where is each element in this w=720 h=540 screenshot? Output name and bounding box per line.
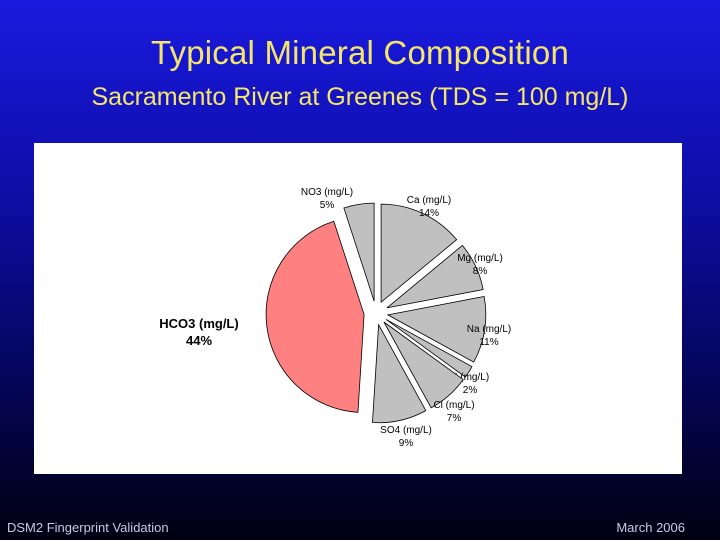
pie-chart: Ca (mg/L) 14% Mg (mg/L) 8% Na (mg/L) 11% K (mg… (159, 187, 511, 449)
slice-name-label: SO4 (mg/L) (380, 425, 432, 436)
pie-slice-mg (386, 244, 484, 309)
pie-slice-no3 (343, 202, 375, 302)
slice-name-label: NO3 (mg/L) (301, 187, 353, 198)
slice-value-label: 9% (399, 438, 414, 449)
slice-name-label: Cl (mg/L) (433, 400, 474, 411)
slice-name-label: Ca (mg/L) (407, 195, 451, 206)
pie-slice-k (385, 319, 473, 378)
slice-name-label: K (mg/L) (451, 372, 489, 383)
pie-slice-ca (380, 203, 458, 303)
pie-slice-cl (383, 321, 464, 409)
pie-slice-so4 (372, 323, 427, 424)
slice-name-label: Na (mg/L) (467, 324, 511, 335)
footer-date: March 2006 (616, 520, 685, 535)
slice-value-label: 5% (320, 200, 335, 211)
pie-slice-na (386, 296, 487, 363)
footer-left: DSM2 Fingerprint Validation (7, 520, 169, 535)
slide-title: Typical Mineral Composition (150, 34, 570, 71)
pie-slice-hco3 (265, 220, 365, 413)
slice-value-label: 11% (479, 337, 498, 348)
slice-value-label: 7% (447, 413, 462, 424)
slide-subtitle: Sacramento River at Greenes (TDS = 100 m… (91, 83, 629, 111)
slice-value-label: 8% (473, 266, 488, 277)
chart-panel: Ca (mg/L) 14% Mg (mg/L) 8% Na (mg/L) 11% K (mg… (34, 143, 682, 474)
slice-value-label: 44% (186, 333, 212, 348)
slice-value-label: 14% (419, 208, 439, 219)
slice-name-label: HCO3 (mg/L) (159, 316, 238, 331)
slice-value-label: 2% (463, 385, 478, 396)
slice-name-label: Mg (mg/L) (457, 253, 503, 264)
